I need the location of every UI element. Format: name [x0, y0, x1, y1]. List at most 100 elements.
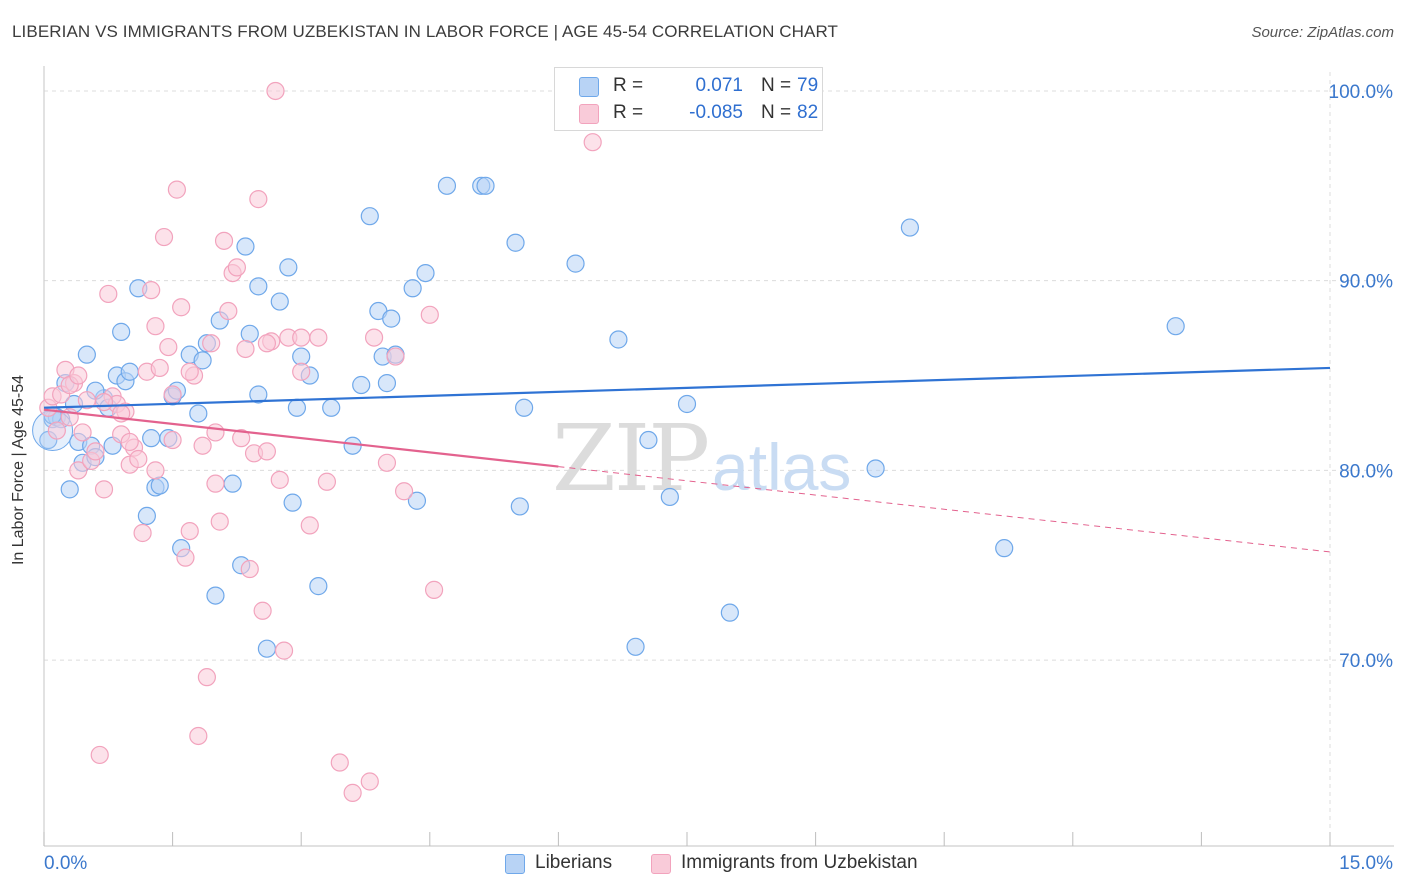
- liberians-point: [995, 539, 1014, 558]
- liberians-point: [900, 218, 920, 237]
- uzbekistan-point: [202, 334, 221, 353]
- liberians-point: [407, 491, 427, 510]
- liberians-point: [403, 279, 422, 298]
- uzbekistan-point: [292, 328, 311, 347]
- uzbekistan-point: [120, 432, 139, 452]
- uzbekistan-legend-swatch: [651, 854, 671, 874]
- uzbekistan-point: [129, 449, 148, 469]
- liberians-point: [720, 603, 739, 622]
- legend-n-label: N =: [761, 75, 792, 96]
- liberians-point: [283, 493, 302, 512]
- uzbekistan-point: [94, 392, 114, 412]
- liberians-point: [566, 254, 585, 273]
- uzbekistan-point: [146, 317, 165, 336]
- legend-r-label: R =: [613, 102, 644, 123]
- x-tick-label-left: 0.0%: [44, 853, 87, 874]
- uzbekistan-point: [257, 334, 277, 353]
- liberians-point: [257, 639, 277, 658]
- uzbekistan-point: [270, 470, 289, 489]
- uzbekistan-point: [163, 385, 182, 404]
- liberians-point: [249, 277, 268, 296]
- uzbekistan-legend-label: Immigrants from Uzbekistan: [681, 852, 918, 873]
- y-tick-label: 80.0%: [1339, 461, 1393, 482]
- uzbekistan-point: [94, 480, 114, 499]
- uzbekistan-point: [73, 423, 92, 442]
- liberians-point: [377, 374, 397, 393]
- liberians-point: [1166, 317, 1185, 336]
- uzbekistan-point: [309, 328, 328, 347]
- uzbekistan-point: [214, 231, 234, 250]
- uzbekistan-trend-line: [43, 408, 559, 468]
- uzbekistan-point: [364, 328, 384, 347]
- uzbekistan-point: [394, 482, 414, 501]
- liberians-legend-swatch: [505, 854, 525, 874]
- liberians-point: [510, 497, 529, 516]
- uzbekistan-point: [253, 601, 272, 620]
- legend-n-value: 82: [797, 102, 819, 123]
- y-tick-label: 100.0%: [1329, 82, 1394, 103]
- y-tick-label: 70.0%: [1339, 651, 1393, 672]
- axes: [43, 66, 1394, 847]
- uzbekistan-point: [210, 512, 229, 531]
- uzbekistan-point: [343, 783, 362, 802]
- uzbekistan-point: [180, 521, 199, 541]
- uzbekistan-point: [249, 190, 268, 209]
- watermark: ZIP atlas: [552, 405, 851, 512]
- uzbekistan-point: [142, 281, 161, 300]
- liberians-point: [150, 476, 169, 495]
- liberians-point: [77, 345, 96, 364]
- uzbekistan-point: [90, 745, 109, 765]
- uzbekistan-point: [159, 337, 178, 357]
- uzbekistan-point: [360, 772, 379, 791]
- uzbekistan-point: [583, 133, 602, 152]
- uzbekistan-point: [219, 301, 238, 321]
- watermark-zip: ZIP: [552, 405, 708, 512]
- uzbekistan-point: [180, 362, 199, 381]
- liberians-point: [352, 375, 371, 395]
- uzbekistan-point: [227, 258, 246, 277]
- liberians-point: [287, 398, 307, 417]
- tick-labels: 100.0% 90.0% 80.0% 70.0% 0.0% 15.0%: [44, 82, 1393, 874]
- uzbekistan-point: [133, 523, 152, 543]
- uzbekistan-point: [193, 436, 212, 455]
- liberians-point: [120, 362, 139, 381]
- uzbekistan-point: [424, 580, 444, 599]
- liberians-point: [660, 487, 679, 507]
- liberians-point: [279, 258, 298, 277]
- uzbekistan-point: [167, 180, 186, 199]
- liberians-point: [506, 233, 525, 252]
- uzbekistan-point: [189, 726, 208, 746]
- liberians-point: [270, 292, 289, 311]
- correlation-legend: R = 0.071 N = 79 R = -0.085 N = 82: [554, 67, 823, 131]
- uzbekistan-trend-extension: [558, 466, 1331, 553]
- liberians-point: [223, 474, 242, 493]
- liberians-point: [322, 398, 341, 417]
- uzbekistan-point: [86, 442, 105, 461]
- uzbekistan-point: [330, 753, 349, 772]
- uzbekistan-point: [206, 423, 225, 442]
- liberians-point: [206, 586, 225, 605]
- legend-n-value: 79: [797, 75, 819, 96]
- uzbekistan-point: [154, 227, 174, 247]
- liberians-point: [292, 347, 311, 366]
- uzbekistan-point: [300, 516, 319, 535]
- uzbekistan-point: [206, 474, 225, 493]
- liberians-legend-label: Liberians: [535, 852, 613, 873]
- liberians-point: [193, 351, 212, 370]
- liberians-point: [343, 436, 362, 455]
- liberians-point: [60, 480, 79, 499]
- liberians-point: [236, 237, 255, 256]
- uzbekistan-point: [172, 298, 191, 317]
- uzbekistan-point: [266, 81, 285, 101]
- uzbekistan-point: [69, 366, 88, 385]
- liberians-point: [189, 404, 208, 423]
- liberians-point: [416, 263, 435, 283]
- liberians-point: [360, 207, 379, 226]
- liberians-point: [249, 385, 268, 404]
- chart-title: LIBERIAN VS IMMIGRANTS FROM UZBEKISTAN I…: [12, 22, 839, 41]
- series-uzbekistan-points: [39, 81, 602, 802]
- legend-r-value: -0.085: [689, 102, 743, 123]
- liberians-point: [476, 176, 495, 195]
- uzbekistan-point: [69, 461, 88, 480]
- uzbekistan-point: [257, 442, 277, 461]
